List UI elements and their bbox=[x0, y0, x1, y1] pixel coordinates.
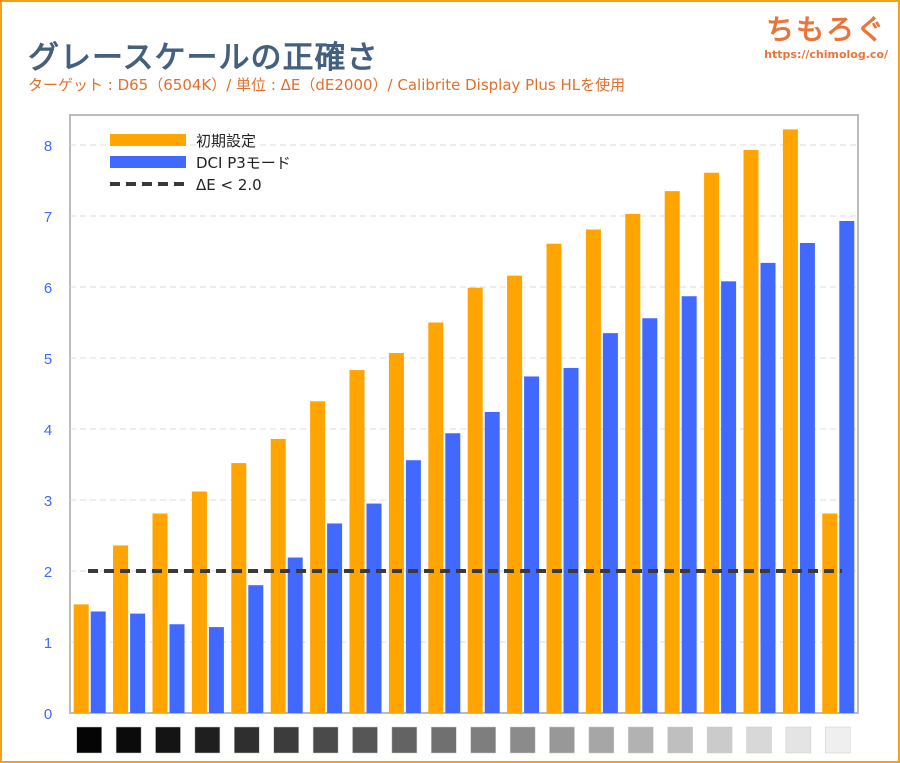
bar-default bbox=[822, 513, 838, 713]
bar-dci-p3 bbox=[760, 262, 776, 713]
legend-swatch bbox=[110, 134, 186, 146]
site-logo: ちもろぐ https://chimolog.co/ bbox=[764, 8, 888, 61]
legend-label: 初期設定 bbox=[196, 132, 256, 150]
y-tick-label: 3 bbox=[44, 493, 52, 510]
bar-default bbox=[546, 243, 562, 713]
bar-dci-p3 bbox=[484, 411, 500, 713]
bar-dci-p3 bbox=[366, 503, 382, 713]
y-tick-label: 6 bbox=[44, 280, 52, 297]
y-tick-label: 4 bbox=[44, 422, 52, 439]
legend-swatch bbox=[110, 156, 186, 168]
bar-dci-p3 bbox=[130, 613, 146, 713]
bar-dci-p3 bbox=[405, 460, 421, 713]
y-tick-label: 7 bbox=[44, 209, 52, 226]
gray-swatch-65% bbox=[588, 726, 615, 754]
bar-default bbox=[428, 322, 444, 713]
gray-swatch-5% bbox=[115, 726, 142, 754]
bar-dci-p3 bbox=[327, 523, 343, 713]
plot-area bbox=[69, 114, 859, 714]
bar-default bbox=[467, 287, 483, 713]
bar-dci-p3 bbox=[799, 242, 815, 714]
gray-swatch-90% bbox=[785, 726, 812, 754]
bar-default bbox=[73, 604, 89, 713]
bar-default bbox=[113, 545, 129, 713]
gray-swatch-10% bbox=[155, 726, 181, 754]
gray-swatch-55% bbox=[509, 726, 536, 754]
gray-swatch-75% bbox=[667, 726, 693, 754]
gray-swatch-60% bbox=[549, 726, 575, 754]
bar-dci-p3 bbox=[602, 333, 618, 713]
bar-dci-p3 bbox=[208, 627, 224, 713]
gray-swatch-0% bbox=[76, 726, 102, 754]
bar-default bbox=[191, 491, 207, 713]
gray-swatch-95% bbox=[825, 726, 851, 754]
y-tick-label: 2 bbox=[44, 564, 52, 581]
bar-default bbox=[270, 438, 286, 713]
legend-label: ΔE < 2.0 bbox=[196, 176, 262, 194]
bar-dci-p3 bbox=[681, 296, 697, 713]
gray-swatch-15% bbox=[194, 726, 221, 754]
gray-swatch-80% bbox=[706, 726, 733, 754]
y-tick-label: 0 bbox=[44, 706, 52, 723]
bar-default bbox=[743, 149, 759, 714]
bar-default bbox=[152, 513, 168, 713]
bar-default bbox=[625, 213, 641, 713]
y-tick-label: 5 bbox=[44, 351, 52, 368]
bar-default bbox=[782, 129, 798, 713]
gray-swatch-45% bbox=[431, 726, 457, 754]
bar-dci-p3 bbox=[839, 220, 855, 713]
y-tick-label: 8 bbox=[44, 138, 52, 155]
logo-url: https://chimolog.co/ bbox=[764, 48, 888, 61]
bar-default bbox=[310, 401, 326, 713]
bar-dci-p3 bbox=[287, 557, 303, 713]
gray-swatch-25% bbox=[273, 726, 299, 754]
bar-dci-p3 bbox=[90, 611, 106, 713]
bar-default bbox=[388, 353, 404, 713]
gray-swatch-70% bbox=[628, 726, 654, 754]
logo-text: ちもろぐ bbox=[766, 13, 887, 46]
bar-default bbox=[664, 191, 680, 713]
chart-subtitle: ターゲット : D65（6504K）/ 単位 : ΔE（dE2000）/ Cal… bbox=[28, 76, 626, 94]
bar-dci-p3 bbox=[169, 624, 185, 713]
bar-dci-p3 bbox=[721, 281, 737, 713]
bar-dci-p3 bbox=[445, 433, 461, 713]
gray-swatch-50% bbox=[470, 726, 496, 754]
bar-dci-p3 bbox=[642, 318, 658, 713]
y-tick-label: 1 bbox=[44, 635, 52, 652]
gray-swatch-20% bbox=[234, 726, 260, 754]
gray-swatch-85% bbox=[746, 726, 772, 754]
bar-dci-p3 bbox=[563, 367, 579, 713]
bar-default bbox=[704, 172, 720, 713]
bar-default bbox=[507, 275, 523, 713]
bar-default bbox=[585, 229, 601, 714]
legend-label: DCI P3モード bbox=[196, 154, 291, 172]
gray-swatch-35% bbox=[352, 726, 378, 754]
chart-title: グレースケールの正確さ bbox=[28, 40, 379, 76]
gray-swatch-40% bbox=[391, 726, 418, 754]
bar-default bbox=[231, 463, 247, 713]
bar-dci-p3 bbox=[248, 585, 264, 713]
bar-default bbox=[349, 370, 365, 713]
bar-dci-p3 bbox=[524, 376, 540, 713]
gray-swatch-30% bbox=[312, 726, 339, 754]
